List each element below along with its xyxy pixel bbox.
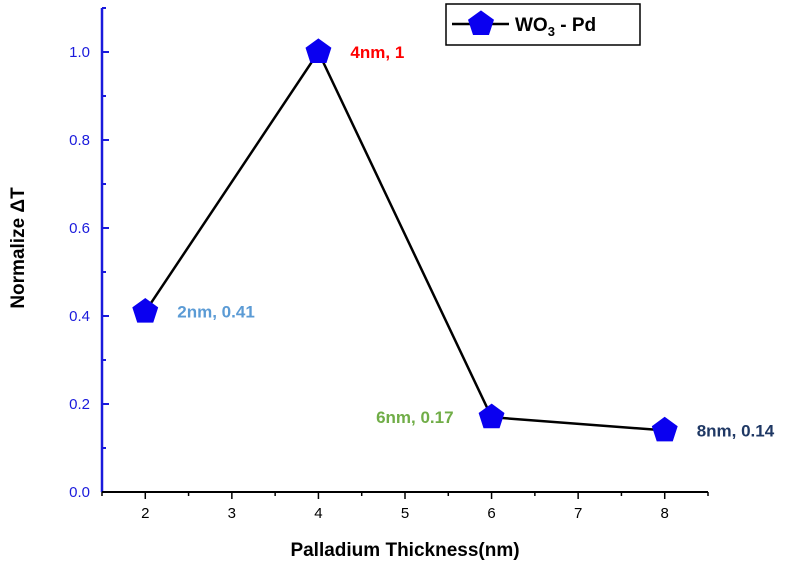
data-label: 6nm, 0.17 <box>376 408 454 427</box>
y-axis-title: Normalize ΔT <box>8 187 29 309</box>
legend: WO3 - Pd <box>445 3 641 46</box>
series-layer <box>132 38 678 442</box>
x-axis-ticks: 2 3 4 5 6 7 8 <box>101 492 709 522</box>
legend-label-sub: 3 <box>548 24 555 39</box>
x-tick-label: 4 <box>314 505 322 522</box>
x-tick-label: 8 <box>661 505 669 522</box>
y-tick-label: 0.6 <box>69 220 90 237</box>
y-axis-ticks: 0.0 0.2 0.4 0.6 0.8 1.0 <box>69 7 109 501</box>
annotation-layer: 2nm, 0.41 4nm, 1 6nm, 0.17 8nm, 0.14 <box>177 43 774 440</box>
data-point-marker <box>132 297 159 323</box>
y-tick-label: 1.0 <box>69 44 90 61</box>
legend-label-rest: - Pd <box>555 15 596 36</box>
legend-label: WO3 - Pd <box>515 15 596 39</box>
data-point-marker <box>651 416 678 442</box>
x-tick-label: 6 <box>487 505 495 522</box>
y-tick-label: 0.0 <box>69 484 90 501</box>
x-tick-label: 7 <box>574 505 582 522</box>
legend-marker-pentagon <box>468 10 494 35</box>
y-tick-label: 0.8 <box>69 132 90 149</box>
data-label: 2nm, 0.41 <box>177 303 255 322</box>
data-point-marker <box>478 403 505 429</box>
x-axis-title: Palladium Thickness(nm) <box>290 540 519 561</box>
y-tick-label: 0.2 <box>69 396 90 413</box>
legend-label-main: WO <box>515 15 548 36</box>
x-tick-label: 2 <box>141 505 149 522</box>
data-label: 8nm, 0.14 <box>697 421 775 440</box>
series-line <box>144 49 665 432</box>
y-tick-label: 0.4 <box>69 308 90 325</box>
x-tick-label: 5 <box>401 505 409 522</box>
data-point-marker <box>305 38 332 63</box>
data-label: 4nm, 1 <box>350 43 404 62</box>
x-tick-label: 3 <box>228 505 236 522</box>
